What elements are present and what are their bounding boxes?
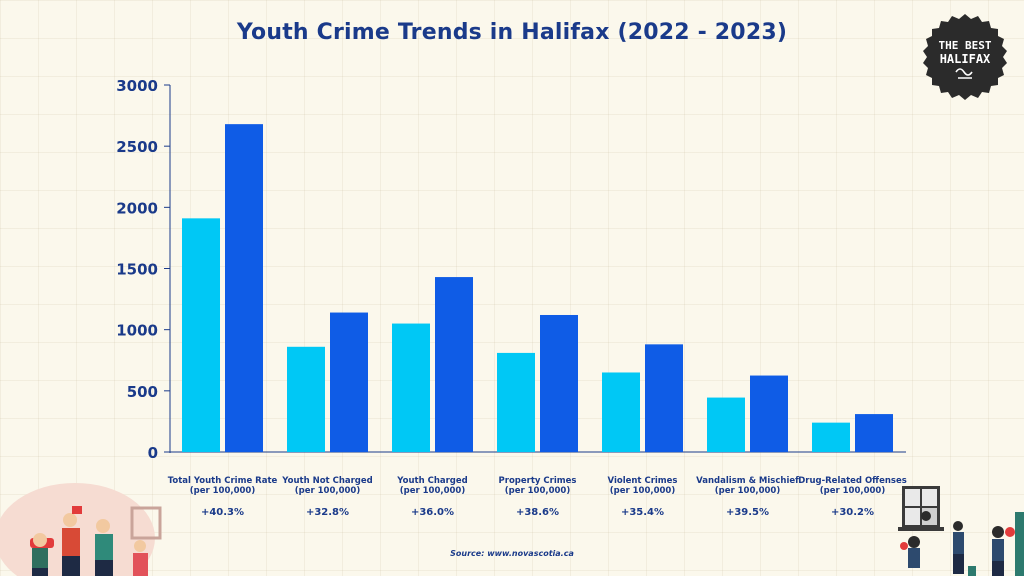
logo-badge: THE BEST HALIFAX <box>923 14 1007 100</box>
logo-text-line1: THE BEST <box>939 39 992 52</box>
bars <box>182 124 893 452</box>
bar-6-1 <box>855 414 893 452</box>
change-label: +39.5% <box>726 507 769 518</box>
change-label: +35.4% <box>621 507 664 518</box>
bar-1-0 <box>287 346 325 452</box>
y-tick-label: 0 <box>148 444 158 462</box>
source-note: Source: www.novascotia.ca <box>450 549 574 558</box>
logo-scalloped-seal <box>923 14 1007 100</box>
y-tick-label: 500 <box>127 383 158 401</box>
bar-2-1 <box>435 277 473 452</box>
bar-5-0 <box>707 397 745 452</box>
x-tick-label: Total Youth Crime Rate <box>168 476 278 486</box>
change-label: +38.6% <box>516 507 559 518</box>
bar-1-1 <box>330 312 368 452</box>
bar-0-1 <box>225 124 263 452</box>
bar-4-1 <box>645 344 683 452</box>
x-tick-label: (per 100,000) <box>715 486 781 496</box>
bar-4-0 <box>602 372 640 452</box>
y-tick-label: 2500 <box>116 138 158 156</box>
bar-6-0 <box>812 422 850 452</box>
bar-3-1 <box>540 314 578 452</box>
window-vandal-illustration-icon <box>898 486 1024 576</box>
chart-title: Youth Crime Trends in Halifax (2022 - 20… <box>236 20 788 45</box>
x-tick-label: (per 100,000) <box>505 486 571 496</box>
x-tick-label: (per 100,000) <box>295 486 361 496</box>
x-tick-label: Youth Charged <box>396 476 468 486</box>
change-label: +30.2% <box>831 507 874 518</box>
youth-graffiti-illustration-icon <box>0 483 162 576</box>
y-tick-label: 2000 <box>116 199 158 217</box>
x-tick-label: (per 100,000) <box>610 486 676 496</box>
x-tick-label: Drug-Related Offenses <box>798 476 907 486</box>
logo-mark-icon <box>955 68 973 79</box>
change-label: +36.0% <box>411 507 454 518</box>
bar-3-0 <box>497 352 535 452</box>
x-tick-label: (per 100,000) <box>820 486 886 496</box>
y-tick-label: 1000 <box>116 322 158 340</box>
y-tick-label: 3000 <box>116 77 158 95</box>
logo-text-line2: HALIFAX <box>940 52 991 66</box>
x-tick-label: Property Crimes <box>499 476 577 486</box>
change-label: +40.3% <box>201 507 244 518</box>
bar-2-0 <box>392 323 430 452</box>
bar-0-0 <box>182 218 220 452</box>
change-label: +32.8% <box>306 507 349 518</box>
y-axis-ticks: 0 500 1000 1500 2000 2500 3000 <box>116 77 170 462</box>
x-tick-label: Youth Not Charged <box>281 476 372 486</box>
y-tick-label: 1500 <box>116 261 158 279</box>
bar-5-1 <box>750 375 788 452</box>
x-tick-label: Violent Crimes <box>608 476 678 486</box>
x-tick-label: (per 100,000) <box>190 486 256 496</box>
x-tick-label: Vandalism & Mischief <box>696 476 799 486</box>
x-tick-label: (per 100,000) <box>400 486 466 496</box>
x-axis-labels: Total Youth Crime Rate(per 100,000)+40.3… <box>168 476 907 518</box>
